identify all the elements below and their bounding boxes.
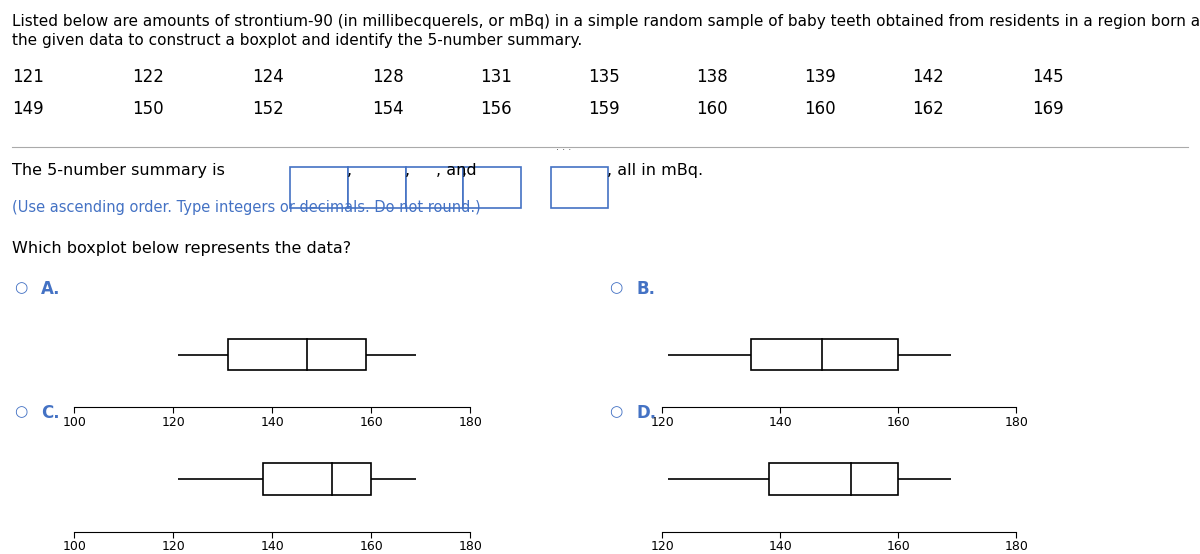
Text: ,: , bbox=[347, 162, 352, 177]
Text: 122: 122 bbox=[132, 68, 164, 85]
Text: 159: 159 bbox=[588, 100, 619, 117]
Text: The 5-number summary is: The 5-number summary is bbox=[12, 162, 230, 177]
Text: ○: ○ bbox=[610, 404, 623, 419]
Text: the given data to construct a boxplot and identify the 5-number summary.: the given data to construct a boxplot an… bbox=[12, 33, 582, 48]
Text: 138: 138 bbox=[696, 68, 727, 85]
Text: A.: A. bbox=[41, 280, 60, 297]
Text: ,: , bbox=[404, 162, 409, 177]
Text: Listed below are amounts of strontium-90 (in millibecquerels, or mBq) in a simpl: Listed below are amounts of strontium-90… bbox=[12, 14, 1200, 29]
Text: ,: , bbox=[462, 162, 467, 177]
Text: Which boxplot below represents the data?: Which boxplot below represents the data? bbox=[12, 241, 352, 256]
Text: D.: D. bbox=[636, 404, 656, 422]
FancyBboxPatch shape bbox=[406, 167, 463, 208]
FancyBboxPatch shape bbox=[551, 167, 608, 208]
FancyBboxPatch shape bbox=[348, 167, 406, 208]
Text: 121: 121 bbox=[12, 68, 44, 85]
Text: 150: 150 bbox=[132, 100, 163, 117]
Text: , all in mBq.: , all in mBq. bbox=[607, 162, 703, 177]
Text: 135: 135 bbox=[588, 68, 619, 85]
Text: 160: 160 bbox=[804, 100, 835, 117]
Text: 131: 131 bbox=[480, 68, 512, 85]
Bar bbox=[769, 463, 899, 495]
Text: . . .: . . . bbox=[557, 142, 571, 152]
Text: 154: 154 bbox=[372, 100, 403, 117]
Bar bbox=[263, 463, 372, 495]
Text: , and: , and bbox=[436, 162, 476, 177]
Text: ○: ○ bbox=[14, 404, 28, 419]
Text: 128: 128 bbox=[372, 68, 403, 85]
Text: 145: 145 bbox=[1032, 68, 1063, 85]
Bar bbox=[751, 338, 899, 371]
Text: 160: 160 bbox=[696, 100, 727, 117]
Text: 169: 169 bbox=[1032, 100, 1063, 117]
Text: B.: B. bbox=[636, 280, 655, 297]
Text: 152: 152 bbox=[252, 100, 283, 117]
FancyBboxPatch shape bbox=[463, 167, 521, 208]
Text: 162: 162 bbox=[912, 100, 943, 117]
Text: 142: 142 bbox=[912, 68, 943, 85]
Text: (Use ascending order. Type integers or decimals. Do not round.): (Use ascending order. Type integers or d… bbox=[12, 200, 481, 215]
Bar bbox=[228, 338, 366, 371]
Text: 156: 156 bbox=[480, 100, 511, 117]
Text: 139: 139 bbox=[804, 68, 835, 85]
X-axis label: Strontium-90 (mBq): Strontium-90 (mBq) bbox=[778, 433, 901, 445]
Text: 149: 149 bbox=[12, 100, 43, 117]
Text: C.: C. bbox=[41, 404, 60, 422]
Text: 124: 124 bbox=[252, 68, 283, 85]
Text: ○: ○ bbox=[14, 280, 28, 295]
FancyBboxPatch shape bbox=[290, 167, 348, 208]
Text: ○: ○ bbox=[610, 280, 623, 295]
FancyBboxPatch shape bbox=[524, 134, 604, 160]
X-axis label: Strontium-90 (mBq): Strontium-90 (mBq) bbox=[210, 433, 335, 445]
